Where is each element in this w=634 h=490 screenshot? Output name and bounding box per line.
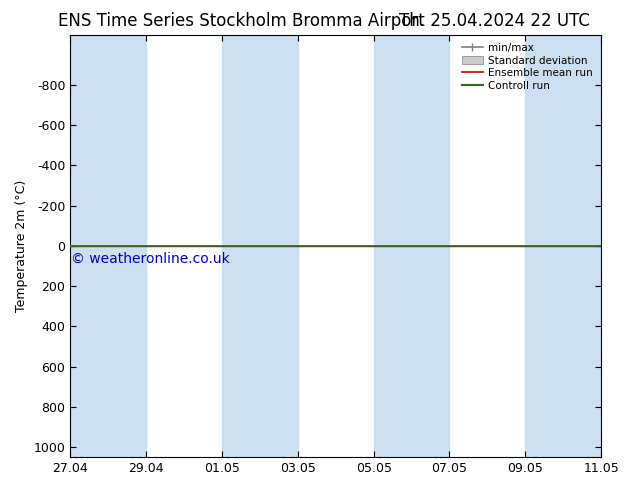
Bar <box>526 35 601 457</box>
Bar <box>70 35 146 457</box>
Text: ENS Time Series Stockholm Bromma Airport: ENS Time Series Stockholm Bromma Airport <box>58 12 424 30</box>
Y-axis label: Temperature 2m (°C): Temperature 2m (°C) <box>15 180 28 312</box>
Text: © weatheronline.co.uk: © weatheronline.co.uk <box>70 252 230 266</box>
Bar <box>373 35 450 457</box>
Bar <box>222 35 298 457</box>
Legend: min/max, Standard deviation, Ensemble mean run, Controll run: min/max, Standard deviation, Ensemble me… <box>459 40 596 94</box>
Text: Th. 25.04.2024 22 UTC: Th. 25.04.2024 22 UTC <box>399 12 590 30</box>
